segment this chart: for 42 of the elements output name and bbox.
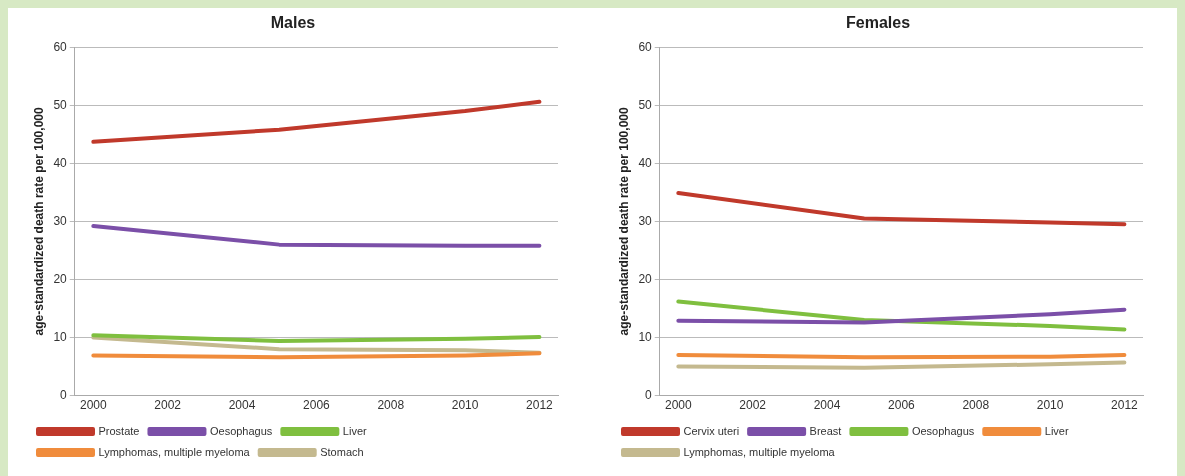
y-tick-label: 40	[638, 155, 653, 170]
x-tick-label: 2006	[888, 398, 916, 413]
y-tick-label: 60	[638, 39, 653, 54]
x-tick-label: 2008	[962, 398, 990, 413]
x-tick-label: 2002	[739, 398, 767, 413]
x-tick-label: 2000	[664, 398, 692, 413]
y-tick-label: 50	[53, 97, 68, 112]
legend-label: Breast	[809, 424, 842, 437]
legend-label: Stomach	[320, 445, 364, 458]
y-tick-label: 60	[53, 39, 68, 54]
x-tick-label: 2000	[79, 398, 107, 413]
y-tick-label: 30	[53, 213, 68, 228]
y-tick-label: 0	[60, 387, 68, 402]
y-tick-label: 40	[53, 155, 68, 170]
legend-label: Liver	[1044, 424, 1069, 437]
y-tick-label: 0	[645, 387, 653, 402]
y-tick-label: 10	[53, 329, 68, 344]
y-tick-label: 20	[53, 271, 68, 286]
chart-title: Females	[845, 14, 911, 32]
y-tick-label: 30	[638, 213, 653, 228]
legend-label: Lymphomas, multiple myeloma	[683, 445, 836, 458]
x-tick-label: 2004	[228, 398, 256, 413]
x-tick-label: 2004	[813, 398, 841, 413]
legend-label: Oesophagus	[911, 424, 975, 437]
y-axis-title: age-standardized death rate per 100,000	[616, 107, 631, 336]
x-tick-label: 2008	[377, 398, 405, 413]
legend-label: Lymphomas, multiple myeloma	[98, 445, 251, 458]
legend-label: Oesophagus	[209, 424, 273, 437]
y-axis-title: age-standardized death rate per 100,000	[31, 107, 46, 336]
x-tick-label: 2010	[1036, 398, 1064, 413]
y-tick-label: 10	[638, 329, 653, 344]
x-tick-label: 2012	[526, 398, 554, 413]
x-tick-label: 2002	[154, 398, 182, 413]
y-tick-label: 20	[638, 271, 653, 286]
x-tick-label: 2006	[303, 398, 331, 413]
chart-title: Males	[270, 14, 316, 32]
legend-label: Liver	[342, 424, 368, 437]
y-tick-label: 50	[638, 97, 653, 112]
legend-label: Prostate	[98, 424, 140, 437]
x-tick-label: 2012	[1111, 398, 1139, 413]
x-tick-label: 2010	[451, 398, 479, 413]
legend-label: Cervix uteri	[683, 424, 740, 437]
